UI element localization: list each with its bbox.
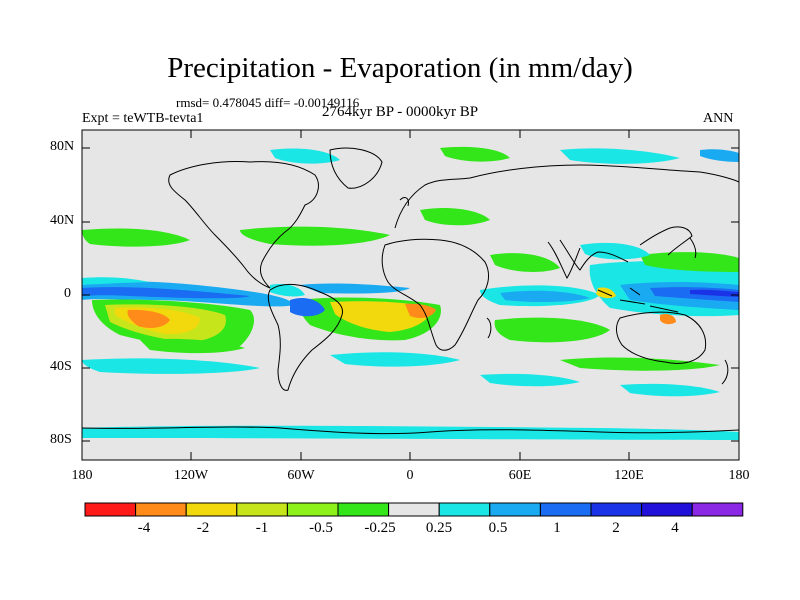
indian-itcz-blue	[500, 290, 590, 303]
colorbar-label: 1	[553, 520, 561, 536]
japan-coast	[689, 237, 697, 259]
season-label: ANN	[703, 111, 734, 126]
indian-south-green	[494, 317, 610, 343]
colorbar-label: 0.25	[425, 520, 453, 536]
x-tick-label: 120E	[614, 468, 644, 483]
y-tick-label: 0	[64, 286, 71, 301]
so-green-1	[140, 338, 245, 354]
sepac-dry-orange	[127, 309, 170, 328]
colorbar-box	[641, 502, 693, 517]
itcz-atlantic	[300, 283, 410, 294]
y-tick-label: 40N	[50, 213, 75, 228]
africa-coast	[381, 238, 489, 351]
colorbar-label: 4	[671, 520, 679, 536]
nwpac-green	[82, 228, 190, 247]
x-tick-label: 120W	[173, 468, 209, 483]
colorbar	[84, 502, 744, 517]
npac-green	[640, 252, 739, 272]
colorbar-box	[236, 502, 288, 517]
europe-asia-coast	[394, 164, 739, 271]
npac-storm-cyan	[580, 242, 650, 260]
plot-title: Precipitation - Evaporation (in mm/day)	[167, 52, 633, 84]
madagascar-coast	[486, 317, 492, 339]
coastlines	[82, 147, 739, 435]
satl-dry-orange	[405, 303, 436, 318]
greenland-coast	[329, 147, 383, 189]
colorbar-box	[135, 502, 187, 517]
so-cyan-2	[330, 352, 460, 367]
south-america-coast	[267, 283, 344, 391]
north-cyan-3	[560, 148, 680, 164]
colorbar-label: -0.25	[364, 520, 396, 536]
colorbar-label: -0.5	[309, 520, 333, 536]
maritime-islands	[597, 287, 679, 313]
x-tick-label: 180	[728, 468, 750, 483]
y-tick-label: 40S	[50, 359, 72, 374]
x-tick-label: 0	[406, 468, 414, 483]
europe-green	[420, 208, 490, 226]
colorbar-box	[286, 502, 339, 517]
colorbar-box	[84, 502, 137, 517]
experiment-label: Expt = teWTB-tevta1	[82, 111, 204, 126]
y-tick-label: 80S	[50, 432, 72, 447]
colorbar-label: -2	[196, 520, 210, 536]
colorbar-box	[438, 502, 491, 517]
x-tick-label: 60W	[287, 468, 315, 483]
x-tick-label: 180	[71, 468, 93, 483]
australia-coast	[616, 311, 707, 364]
colorbar-label: -4	[137, 520, 151, 536]
satl-dry-yellow	[330, 301, 432, 332]
tick-marks	[82, 130, 739, 460]
so-cyan-5	[620, 383, 720, 397]
north-blue-4	[700, 149, 739, 162]
colorbar-box	[185, 502, 238, 517]
colorbar-box	[388, 502, 440, 517]
nz-coast	[721, 359, 729, 385]
uk-coast	[399, 197, 409, 207]
colorbar-box	[590, 502, 643, 517]
y-tick-label: 80N	[50, 139, 75, 154]
amazon-blue	[290, 298, 325, 317]
colorbar-box	[539, 502, 592, 517]
itcz-pacific-west-cyan	[82, 277, 150, 285]
north-green-2	[440, 146, 510, 162]
rmsd-diff-stats: rmsd= 0.478045 diff= -0.00149116	[176, 95, 360, 110]
antarctica-coast	[82, 426, 739, 435]
time-period-label: 2764kyr BP - 0000kyr BP	[322, 104, 479, 120]
colorbar-box	[337, 502, 390, 517]
so-green-3	[560, 357, 720, 371]
colorbar-box	[489, 502, 541, 517]
itcz-pacific-core	[82, 287, 250, 299]
north-america-coast	[168, 161, 319, 289]
so-cyan-4	[480, 373, 580, 387]
north-cyan-1	[270, 148, 340, 164]
colorbar-label: 2	[612, 520, 620, 536]
newguinea-orange	[660, 313, 676, 325]
arabian-sea-green	[490, 253, 560, 272]
india-coast	[547, 241, 581, 280]
so-cyan-1	[82, 358, 260, 374]
wpac-dark	[690, 289, 739, 297]
x-tick-label: 60E	[508, 468, 532, 483]
colorbar-label: 0.5	[488, 520, 508, 536]
colorbar-label: -1	[255, 520, 269, 536]
natl-green	[240, 226, 390, 246]
colorbar-box	[691, 502, 744, 517]
amazon-cyan	[270, 284, 305, 297]
